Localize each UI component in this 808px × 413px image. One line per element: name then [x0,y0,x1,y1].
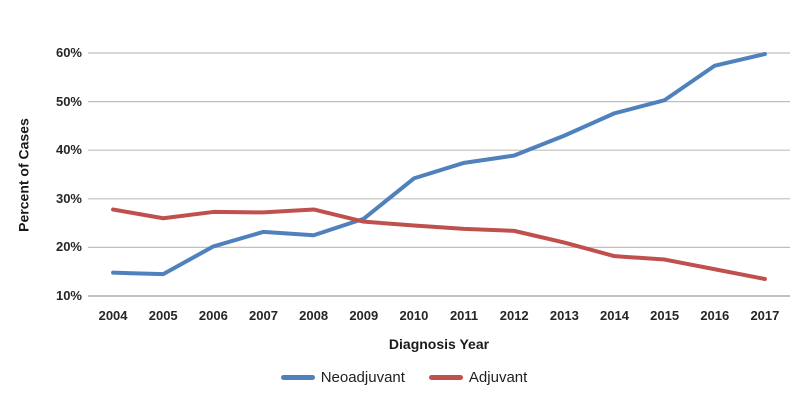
x-tick-label: 2008 [299,308,329,323]
x-tick-label: 2009 [349,308,379,323]
x-tick-label: 2016 [700,308,730,323]
y-tick-label: 20% [55,239,82,255]
x-tick-label: 2012 [499,308,529,323]
x-tick-label: 2014 [600,308,629,323]
x-tick-label: 2004 [98,308,128,323]
legend-line-sample [428,375,463,380]
y-tick-label: 60% [55,45,82,60]
legend-label: Adjuvant [468,369,528,386]
legend: Neoadjuvant Adjuvant [0,369,808,386]
series-line-neoadjuvant [111,51,767,277]
x-tick-label: 2006 [198,308,228,323]
legend-label: Neoadjuvant [320,369,405,386]
x-tick-label: 2005 [148,308,178,323]
x-tick-label: 2017 [750,308,780,323]
y-tick-label: 40% [55,142,82,158]
x-tick-label: 2010 [399,308,429,323]
x-axis-title: Diagnosis Year [388,336,490,352]
x-tick-label: 2007 [249,308,278,323]
y-tick-label: 10% [55,288,82,303]
x-tick-label: 2013 [549,308,579,323]
series-line-adjuvant [111,207,767,281]
legend-line-sample [280,375,315,380]
x-tick-label: 2015 [650,308,680,323]
y-axis-title: Percent of Cases [15,118,32,232]
y-tick-label: 30% [55,190,82,206]
legend-item-adjuvant: Adjuvant [428,369,528,386]
legend-item-neoadjuvant: Neoadjuvant [280,369,405,386]
y-tick-label: 50% [55,93,82,109]
x-tick-label: 2011 [449,308,479,323]
